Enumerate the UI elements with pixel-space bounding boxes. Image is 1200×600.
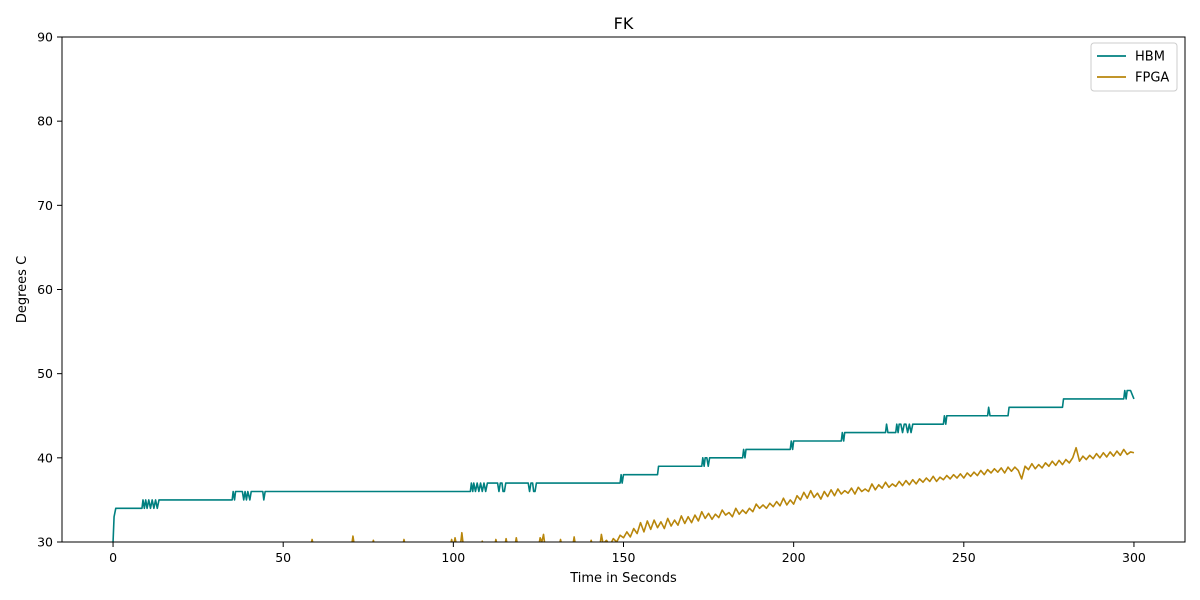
x-tick-label: 200 — [782, 550, 806, 565]
legend-label-hbm: HBM — [1135, 50, 1165, 65]
series-line-fpga — [310, 446, 1135, 542]
plot-frame — [61, 36, 1186, 543]
x-axis-label: Time in Seconds — [569, 571, 677, 586]
y-tick-label: 50 — [37, 366, 53, 381]
y-tick-label: 30 — [37, 535, 53, 550]
legend-label-fpga: FPGA — [1135, 71, 1169, 86]
y-tick-label: 80 — [37, 114, 53, 129]
series-line-hbm — [112, 389, 1135, 542]
y-tick-label: 90 — [37, 30, 53, 45]
y-tick-label: 60 — [37, 282, 53, 297]
x-tick-label: 300 — [1122, 550, 1146, 565]
legend-box — [1090, 42, 1178, 92]
legend: HBM FPGA — [1090, 42, 1178, 92]
x-tick-label: 150 — [612, 550, 636, 565]
y-tick-label: 70 — [37, 198, 53, 213]
y-tick-label: 40 — [37, 450, 53, 465]
y-axis: 30 40 50 60 70 80 90 — [37, 30, 62, 550]
chart-title: FK — [614, 14, 634, 33]
x-tick-label: 250 — [952, 550, 976, 565]
x-tick-label: 50 — [275, 550, 291, 565]
x-tick-label: 0 — [109, 550, 117, 565]
x-tick-label: 100 — [441, 550, 465, 565]
y-axis-label: Degrees C — [15, 256, 30, 323]
series-layer — [112, 389, 1135, 542]
x-axis: 0 50 100 150 200 250 300 — [109, 542, 1146, 565]
